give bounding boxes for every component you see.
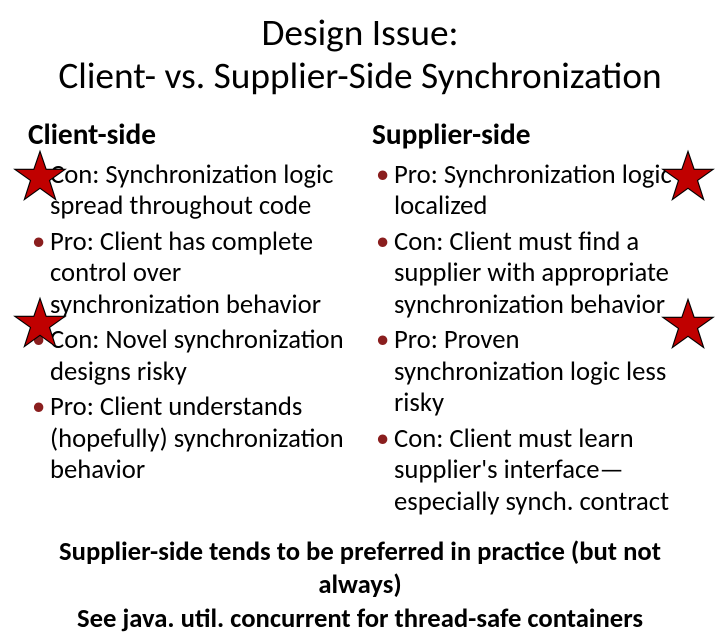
list-item: Pro: Client understands (hopefully) sync… <box>28 392 348 486</box>
title-line-1: Design Issue: <box>28 12 692 55</box>
column-right-header: Supplier-side <box>372 116 692 152</box>
slide-root: Design Issue: Client- vs. Supplier-Side … <box>0 0 720 540</box>
column-left-header: Client-side <box>28 116 348 152</box>
footer-line-2: See java. util. concurrent for thread-sa… <box>28 603 692 636</box>
list-item: Pro: Client has complete control over sy… <box>28 227 348 321</box>
footer-text: Supplier-side tends to be preferred in p… <box>28 536 692 636</box>
list-item: Con: Synchronization logic spread throug… <box>28 160 348 223</box>
list-item: Con: Client must learn supplier's interf… <box>372 424 692 518</box>
column-right-list: Pro: Synchronization logic localized Con… <box>372 160 692 518</box>
column-left: Client-side Con: Synchronization logic s… <box>28 116 348 522</box>
column-left-list: Con: Synchronization logic spread throug… <box>28 160 348 487</box>
list-item: Con: Client must find a supplier with ap… <box>372 227 692 321</box>
columns-container: Client-side Con: Synchronization logic s… <box>28 116 692 522</box>
title-line-2: Client- vs. Supplier-Side Synchronizatio… <box>28 55 692 98</box>
list-item: Pro: Synchronization logic localized <box>372 160 692 223</box>
column-right: Supplier-side Pro: Synchronization logic… <box>372 116 692 522</box>
list-item: Pro: Proven synchronization logic less r… <box>372 325 692 419</box>
slide-title: Design Issue: Client- vs. Supplier-Side … <box>28 12 692 98</box>
footer-line-1: Supplier-side tends to be preferred in p… <box>28 536 692 603</box>
list-item: Con: Novel synchronization designs risky <box>28 325 348 388</box>
